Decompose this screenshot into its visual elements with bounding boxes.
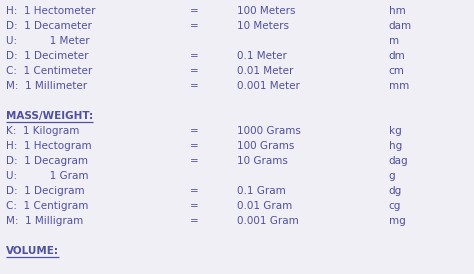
- Text: dm: dm: [389, 51, 405, 61]
- Text: dag: dag: [389, 156, 408, 166]
- Text: 0.01 Gram: 0.01 Gram: [237, 201, 292, 211]
- Text: 10 Grams: 10 Grams: [237, 156, 288, 166]
- Text: D:  1 Decameter: D: 1 Decameter: [6, 21, 91, 31]
- Text: D:  1 Decagram: D: 1 Decagram: [6, 156, 88, 166]
- Text: 10 Meters: 10 Meters: [237, 21, 289, 31]
- Text: 100 Grams: 100 Grams: [237, 141, 294, 151]
- Text: U:          1 Meter: U: 1 Meter: [6, 36, 89, 46]
- Text: =: =: [190, 126, 198, 136]
- Text: 0.1 Meter: 0.1 Meter: [237, 51, 287, 61]
- Text: MASS/WEIGHT:: MASS/WEIGHT:: [6, 111, 93, 121]
- Text: =: =: [190, 51, 198, 61]
- Text: =: =: [190, 81, 198, 91]
- Text: dg: dg: [389, 186, 402, 196]
- Text: H:  1 Hectogram: H: 1 Hectogram: [6, 141, 91, 151]
- Text: 0.001 Meter: 0.001 Meter: [237, 81, 300, 91]
- Text: 0.1 Gram: 0.1 Gram: [237, 186, 286, 196]
- Text: M:  1 Milligram: M: 1 Milligram: [6, 216, 83, 226]
- Text: =: =: [190, 21, 198, 31]
- Text: mg: mg: [389, 216, 405, 226]
- Text: =: =: [190, 6, 198, 16]
- Text: C:  1 Centigram: C: 1 Centigram: [6, 201, 88, 211]
- Text: H:  1 Hectometer: H: 1 Hectometer: [6, 6, 95, 16]
- Text: M:  1 Millimeter: M: 1 Millimeter: [6, 81, 87, 91]
- Text: D:  1 Decimeter: D: 1 Decimeter: [6, 51, 88, 61]
- Text: K:  1 Kilogram: K: 1 Kilogram: [6, 126, 79, 136]
- Text: =: =: [190, 201, 198, 211]
- Text: mm: mm: [389, 81, 409, 91]
- Text: 100 Meters: 100 Meters: [237, 6, 295, 16]
- Text: g: g: [389, 171, 395, 181]
- Text: =: =: [190, 186, 198, 196]
- Text: VOLUME:: VOLUME:: [6, 246, 59, 256]
- Text: =: =: [190, 141, 198, 151]
- Text: 0.01 Meter: 0.01 Meter: [237, 66, 293, 76]
- Text: 0.001 Gram: 0.001 Gram: [237, 216, 299, 226]
- Text: m: m: [389, 36, 399, 46]
- Text: hg: hg: [389, 141, 402, 151]
- Text: D:  1 Decigram: D: 1 Decigram: [6, 186, 84, 196]
- Text: cg: cg: [389, 201, 401, 211]
- Text: U:          1 Gram: U: 1 Gram: [6, 171, 88, 181]
- Text: =: =: [190, 216, 198, 226]
- Text: dam: dam: [389, 21, 412, 31]
- Text: 1000 Grams: 1000 Grams: [237, 126, 301, 136]
- Text: =: =: [190, 156, 198, 166]
- Text: kg: kg: [389, 126, 401, 136]
- Text: hm: hm: [389, 6, 405, 16]
- Text: cm: cm: [389, 66, 404, 76]
- Text: =: =: [190, 66, 198, 76]
- Text: C:  1 Centimeter: C: 1 Centimeter: [6, 66, 92, 76]
